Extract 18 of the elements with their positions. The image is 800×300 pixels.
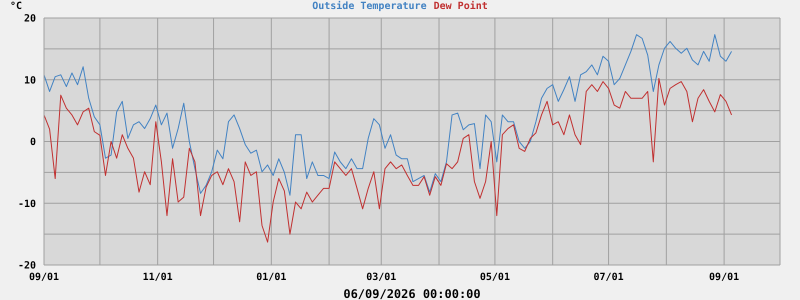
- y-tick-label: 0: [30, 137, 36, 148]
- y-tick-label: -10: [18, 198, 36, 210]
- x-tick-label: 01/01: [256, 272, 286, 284]
- x-tick-label: 11/01: [142, 272, 173, 284]
- x-tick-label: 09/01: [709, 272, 740, 284]
- x-tick-label: 09/01: [28, 272, 60, 284]
- x-tick-label: 03/01: [366, 272, 396, 284]
- y-tick-label: 20: [24, 14, 36, 25]
- line-series: [44, 34, 732, 196]
- x-tick-label: 07/01: [594, 272, 624, 284]
- y-tick-label: 10: [24, 75, 36, 86]
- x-axis-title: 06/09/2026 00:00:00: [343, 287, 481, 300]
- x-tick-label: 05/01: [480, 272, 510, 284]
- text: Outside Temperature: [312, 0, 427, 14]
- y-axis-title: °C: [10, 0, 22, 14]
- text: Dew Point: [434, 0, 488, 14]
- line-series: [44, 78, 732, 243]
- y-tick-label: -20: [18, 260, 36, 272]
